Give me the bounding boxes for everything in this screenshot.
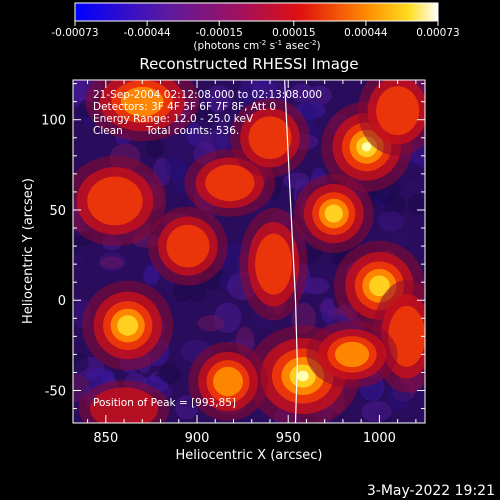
texture-blob: [172, 281, 194, 303]
texture-blob: [215, 119, 230, 151]
annotations: 21-Sep-2004 02:12:08.000 to 02:13:08.000…: [93, 89, 322, 409]
texture-blob: [189, 284, 207, 304]
colorbar-tick-label: 0.00044: [344, 27, 388, 39]
emission-sources: [73, 80, 425, 423]
plot-frame: [72, 79, 426, 424]
source-layer: [376, 86, 420, 136]
method-text: Clean: [93, 125, 123, 137]
colorbar-tick-label: 0.00015: [272, 27, 315, 39]
texture-blob: [186, 122, 202, 146]
total-counts: Total counts: 536.: [145, 125, 239, 137]
colorbar-tick-label: -0.00015: [196, 27, 243, 39]
texture-blob: [73, 253, 85, 267]
colorbar-scale: [74, 2, 439, 22]
x-axis-label: Heliocentric X (arcsec): [176, 448, 323, 463]
source-layer: [120, 86, 164, 117]
texture-blob: [100, 256, 124, 270]
texture-blob: [73, 353, 89, 373]
texture-blob: [145, 136, 166, 158]
source-layer: [248, 116, 292, 160]
emission-source: [306, 320, 398, 389]
y-tick-label: 50: [49, 204, 66, 219]
texture-blob: [415, 153, 425, 169]
x-tick-label: 900: [185, 431, 210, 446]
source-layer: [324, 204, 343, 223]
detectors-text: Detectors: 3F 4F 5F 6F 7F 8F, Att 0: [93, 101, 276, 113]
y-tick-label: 100: [41, 114, 66, 129]
source-layer: [213, 366, 243, 397]
texture-blob: [164, 155, 186, 179]
emission-source: [357, 80, 425, 156]
x-tick-label: 950: [276, 431, 301, 446]
peak-position: Position of Peak = [993,85]: [93, 397, 236, 409]
texture-blob: [290, 83, 314, 103]
axis-ticks: 850 900 950 1000 -50 0 50 100: [41, 80, 425, 446]
texture-blob: [407, 193, 425, 216]
colorbar: -0.00073 -0.00044 -0.00015 0.00015 0.00044 0.…: [51, 2, 460, 52]
emission-source: [85, 80, 200, 142]
colorbar-ticks: -0.00073 -0.00044 -0.00015 0.00015 0.00044 0.…: [51, 21, 460, 39]
texture-blob: [361, 401, 392, 422]
colorbar-tick-label: -0.00044: [123, 27, 171, 39]
energy-range: Energy Range: 12.0 - 25.0 keV: [93, 113, 254, 125]
image-area: [73, 80, 425, 423]
y-tick-label: -50: [45, 385, 66, 400]
colorbar-tick-label: 0.00073: [416, 27, 459, 39]
source-layer: [205, 164, 255, 202]
texture-blob: [320, 297, 335, 323]
chart-title: Reconstructed RHESSI Image: [139, 55, 358, 73]
source-layer: [117, 315, 139, 336]
time-range: 21-Sep-2004 02:12:08.000 to 02:13:08.000: [93, 89, 322, 101]
emission-source: [73, 155, 167, 246]
emission-source: [239, 207, 308, 321]
source-layer: [361, 142, 372, 152]
x-tick-label: 1000: [363, 431, 396, 446]
source-layer: [334, 341, 370, 368]
emission-source: [82, 280, 174, 371]
source-layer: [87, 176, 143, 226]
colorbar-units: (photons cm-2 s-1 asec-2): [193, 39, 320, 52]
source-layer: [296, 370, 309, 382]
colorbar-tick-label: -0.00073: [51, 27, 98, 39]
emission-source: [293, 174, 374, 254]
emission-source: [78, 380, 170, 423]
source-layer: [388, 305, 425, 367]
texture-blob: [205, 85, 232, 113]
emission-source: [230, 98, 310, 178]
emission-source: [148, 206, 228, 286]
texture-blob: [391, 232, 415, 247]
texture-blob: [197, 315, 225, 332]
emission-source: [188, 342, 268, 421]
texture-blob: [236, 84, 253, 107]
source-layer: [89, 387, 159, 423]
solar-limb: [284, 80, 298, 423]
footer-date: 3-May-2022 19:21: [367, 483, 495, 499]
texture-blob: [159, 362, 181, 384]
texture-blob: [143, 265, 160, 286]
source-layer: [166, 224, 210, 268]
x-tick-label: 850: [93, 431, 118, 446]
y-tick-label: 0: [58, 294, 66, 309]
source-layer: [255, 233, 293, 295]
texture-blob: [73, 234, 81, 255]
y-axis-label: Heliocentric Y (arcsec): [21, 178, 36, 324]
texture-blob: [307, 85, 332, 106]
texture-blob: [377, 211, 405, 232]
source-layer: [368, 275, 390, 297]
